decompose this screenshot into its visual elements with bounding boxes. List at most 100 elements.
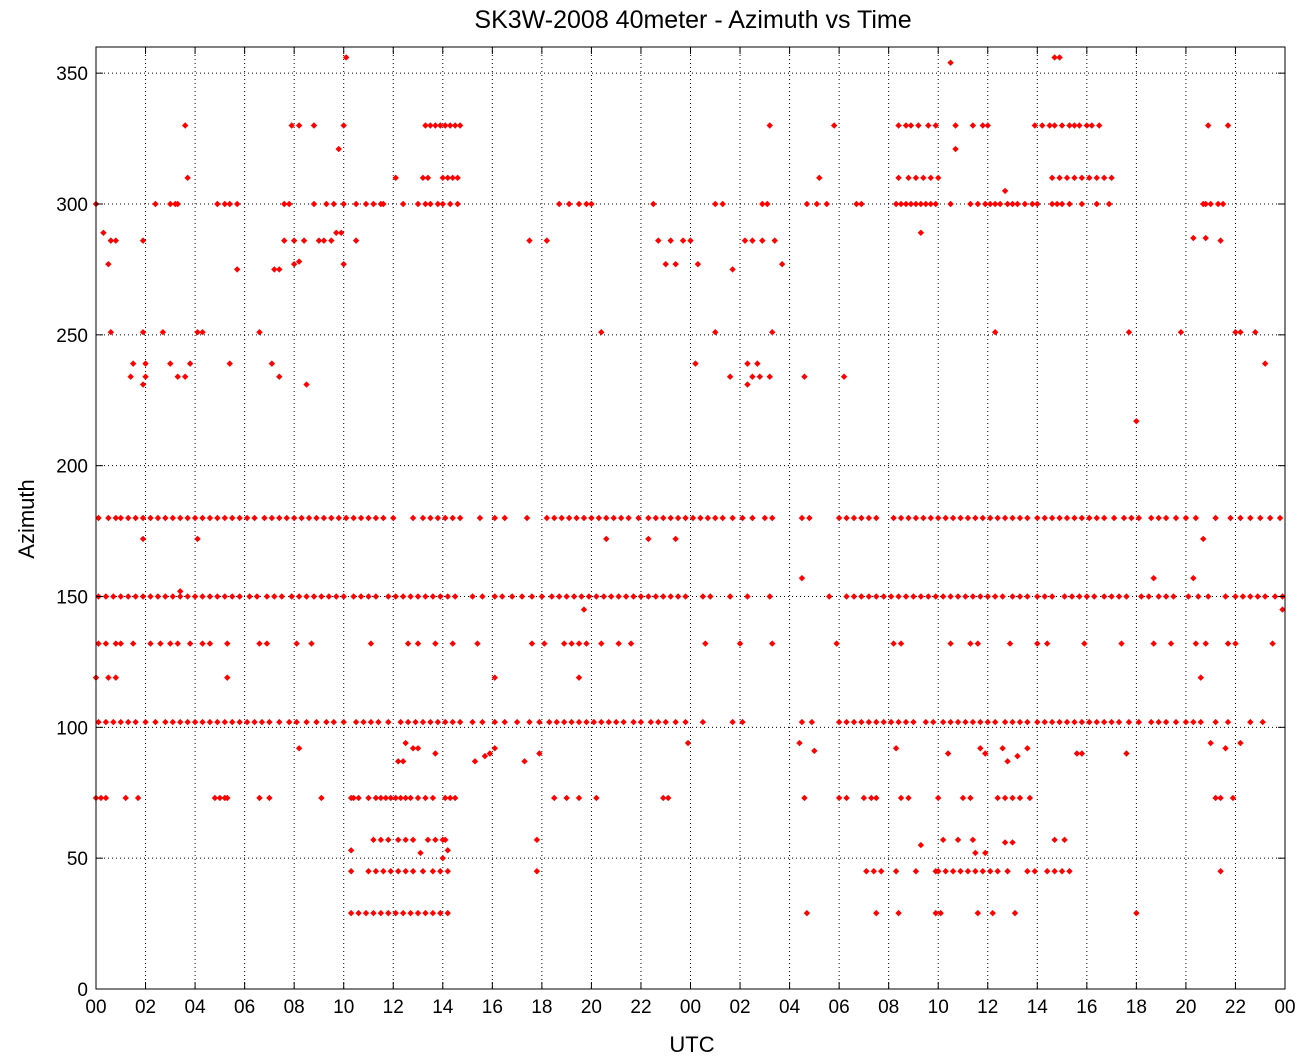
data-point bbox=[263, 640, 271, 647]
data-point bbox=[1096, 122, 1103, 129]
data-point bbox=[444, 909, 451, 917]
data-point bbox=[397, 794, 404, 802]
data-point bbox=[917, 229, 925, 236]
data-point bbox=[174, 373, 181, 380]
data-point bbox=[895, 174, 902, 182]
data-point bbox=[471, 758, 479, 765]
data-point bbox=[1004, 868, 1011, 875]
data-point bbox=[1120, 514, 1128, 522]
data-point bbox=[350, 514, 357, 522]
data-point bbox=[816, 174, 823, 182]
data-point bbox=[169, 718, 176, 726]
data-point bbox=[707, 593, 714, 600]
data-point bbox=[927, 514, 934, 522]
data-point bbox=[699, 593, 707, 600]
data-point bbox=[1202, 234, 1209, 242]
data-point bbox=[442, 836, 449, 844]
data-point bbox=[850, 514, 858, 522]
data-point bbox=[419, 868, 427, 875]
data-point bbox=[1004, 758, 1011, 765]
data-point bbox=[283, 514, 290, 522]
data-point bbox=[266, 794, 273, 802]
data-point bbox=[749, 514, 756, 522]
data-point bbox=[1031, 868, 1039, 875]
data-point bbox=[432, 836, 439, 844]
data-point bbox=[982, 200, 989, 208]
data-point bbox=[229, 593, 236, 600]
data-point bbox=[625, 514, 632, 522]
data-point bbox=[256, 794, 263, 802]
data-point bbox=[598, 329, 605, 336]
data-point bbox=[372, 868, 380, 875]
y-tick-label: 200 bbox=[56, 457, 88, 478]
y-tick-label: 150 bbox=[56, 588, 88, 609]
data-point bbox=[1227, 514, 1234, 522]
data-point bbox=[1083, 122, 1091, 129]
data-point bbox=[1150, 640, 1157, 647]
data-point bbox=[347, 847, 355, 854]
data-point bbox=[432, 750, 439, 757]
data-point bbox=[1061, 593, 1068, 600]
data-point bbox=[295, 593, 303, 600]
data-point bbox=[447, 200, 454, 208]
data-point bbox=[704, 514, 712, 522]
data-point bbox=[263, 593, 271, 600]
data-point bbox=[402, 868, 409, 875]
x-tick-label: 14 bbox=[1027, 997, 1049, 1018]
data-point bbox=[662, 260, 669, 268]
data-point bbox=[186, 360, 194, 367]
data-point bbox=[1044, 640, 1051, 647]
data-point bbox=[1217, 868, 1224, 875]
data-point bbox=[1207, 200, 1214, 208]
data-point bbox=[1224, 640, 1232, 647]
data-point bbox=[987, 868, 994, 875]
data-point bbox=[320, 237, 328, 244]
data-point bbox=[451, 794, 459, 802]
data-point bbox=[414, 794, 422, 802]
data-point bbox=[769, 514, 776, 522]
data-point bbox=[1016, 593, 1024, 600]
data-point bbox=[258, 718, 266, 726]
data-point bbox=[1118, 640, 1125, 647]
data-point bbox=[102, 593, 110, 600]
data-point bbox=[377, 200, 385, 208]
data-point bbox=[635, 514, 642, 522]
data-point bbox=[132, 718, 139, 726]
data-point bbox=[754, 360, 761, 367]
data-point bbox=[328, 237, 335, 244]
data-point bbox=[739, 514, 746, 522]
data-point bbox=[434, 718, 442, 726]
data-point bbox=[994, 868, 1001, 875]
data-point bbox=[897, 794, 905, 802]
data-point bbox=[766, 122, 773, 129]
data-point bbox=[954, 593, 962, 600]
data-point bbox=[920, 514, 927, 522]
data-point bbox=[1058, 122, 1066, 129]
y-tick-label: 350 bbox=[56, 64, 88, 85]
data-point bbox=[229, 514, 236, 522]
data-point bbox=[362, 909, 370, 917]
data-point bbox=[323, 200, 330, 208]
data-point bbox=[603, 535, 610, 543]
data-point bbox=[974, 200, 982, 208]
data-point bbox=[422, 122, 429, 129]
data-point bbox=[1138, 593, 1145, 600]
data-point bbox=[907, 122, 915, 129]
data-point bbox=[1217, 794, 1224, 802]
data-point bbox=[1162, 593, 1170, 600]
data-point bbox=[491, 593, 499, 600]
data-point bbox=[1190, 574, 1197, 582]
data-point bbox=[1021, 200, 1029, 208]
data-point bbox=[365, 593, 372, 600]
data-point bbox=[912, 514, 920, 522]
data-point bbox=[887, 593, 895, 600]
data-point bbox=[382, 794, 390, 802]
data-point bbox=[729, 514, 736, 522]
data-point bbox=[563, 794, 570, 802]
data-point bbox=[491, 718, 499, 726]
x-tick-label: 08 bbox=[878, 997, 899, 1018]
data-point bbox=[246, 593, 253, 600]
data-point bbox=[387, 794, 394, 802]
data-point bbox=[424, 836, 432, 844]
data-point bbox=[769, 329, 776, 336]
